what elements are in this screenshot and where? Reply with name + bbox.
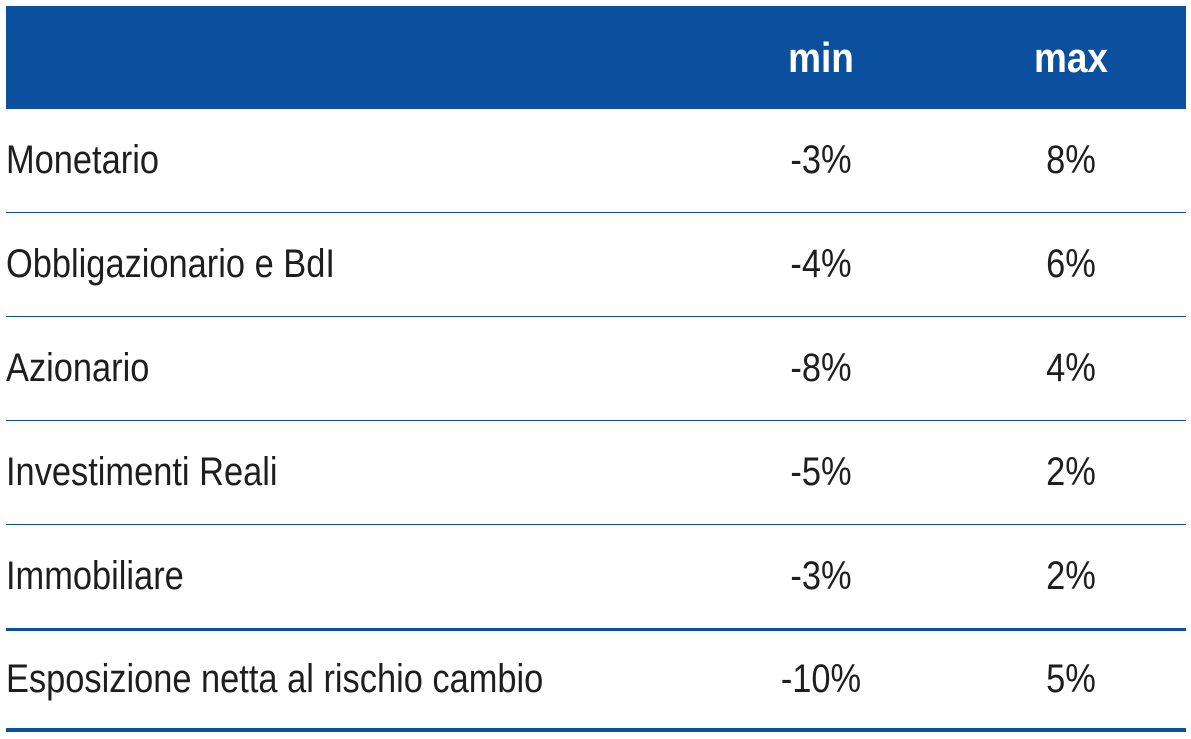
- row-max-value: 8%: [1046, 138, 1096, 182]
- table-row: Monetario -3% 8%: [6, 109, 1186, 213]
- allocation-limits-table: min max Monetario -3% 8% Obbligazionario…: [6, 6, 1186, 732]
- row-max-value: 4%: [1046, 346, 1096, 390]
- row-min-value: -10%: [780, 657, 862, 701]
- row-min-value: -3%: [790, 554, 852, 598]
- row-max-value: 6%: [1046, 242, 1096, 286]
- row-min-value: -4%: [790, 242, 852, 286]
- table-header: min max: [6, 6, 1186, 109]
- header-max: max: [1034, 34, 1108, 81]
- row-max-value: 2%: [1046, 450, 1096, 494]
- row-min-value: -8%: [790, 346, 852, 390]
- row-min-value: -5%: [790, 450, 852, 494]
- row-label: Monetario: [6, 138, 159, 182]
- row-label: Azionario: [6, 346, 150, 390]
- table-row: Immobiliare -3% 2%: [6, 525, 1186, 628]
- row-max-value: 5%: [1046, 657, 1096, 701]
- table-row: Obbligazionario e BdI -4% 6%: [6, 213, 1186, 317]
- table-row-total: Esposizione netta al rischio cambio -10%…: [6, 628, 1186, 732]
- header-min: min: [788, 34, 854, 81]
- row-max-value: 2%: [1046, 554, 1096, 598]
- row-label: Obbligazionario e BdI: [6, 242, 335, 286]
- row-label: Esposizione netta al rischio cambio: [6, 657, 544, 701]
- table-row: Azionario -8% 4%: [6, 317, 1186, 421]
- row-label: Immobiliare: [6, 554, 184, 598]
- row-label: Investimenti Reali: [6, 450, 278, 494]
- row-min-value: -3%: [790, 138, 852, 182]
- table-row: Investimenti Reali -5% 2%: [6, 421, 1186, 525]
